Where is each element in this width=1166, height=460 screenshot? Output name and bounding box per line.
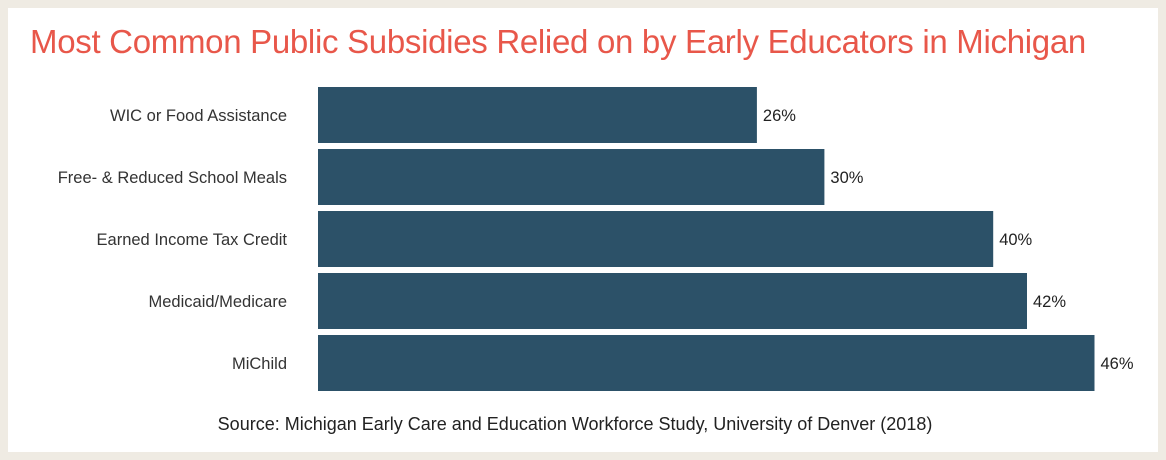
category-label-4: MiChild bbox=[232, 355, 287, 373]
bar-0 bbox=[318, 87, 757, 143]
bar-1 bbox=[318, 149, 825, 205]
bar-3 bbox=[318, 273, 1027, 329]
category-label-1: Free- & Reduced School Meals bbox=[58, 169, 287, 187]
category-label-3: Medicaid/Medicare bbox=[149, 293, 287, 311]
category-label-2: Earned Income Tax Credit bbox=[97, 231, 288, 249]
bar-2 bbox=[318, 211, 994, 267]
chart-title: Most Common Public Subsidies Relied on b… bbox=[30, 23, 1086, 60]
value-label-1: 30% bbox=[830, 169, 863, 187]
value-label-2: 40% bbox=[999, 231, 1032, 249]
bar-chart: WIC or Food Assistance 26% Free- & Reduced… bbox=[58, 87, 1134, 391]
bar-4 bbox=[318, 335, 1095, 391]
value-label-3: 42% bbox=[1033, 293, 1066, 311]
value-label-4: 46% bbox=[1101, 355, 1134, 373]
value-label-0: 26% bbox=[763, 107, 796, 125]
source-note: Source: Michigan Early Care and Educatio… bbox=[217, 414, 933, 434]
category-label-0: WIC or Food Assistance bbox=[110, 107, 287, 125]
